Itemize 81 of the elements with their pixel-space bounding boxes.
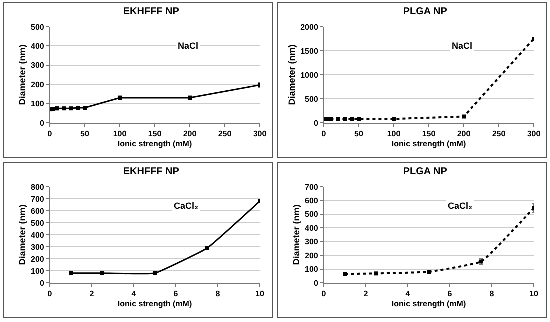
y-tick-label: 100 xyxy=(31,100,45,109)
chart-title: PLGA NP xyxy=(403,6,448,18)
x-tick-label: 250 xyxy=(492,130,506,139)
x-tick-label: 10 xyxy=(256,290,265,299)
x-axis-title: Ionic strength (mM) xyxy=(118,300,192,309)
y-tick-label: 400 xyxy=(31,230,45,240)
x-tick-label: 4 xyxy=(406,290,411,299)
y-tick-label: 500 xyxy=(305,94,319,104)
point xyxy=(343,117,347,122)
y-axis-title: Diameter (nm) xyxy=(17,44,28,106)
point xyxy=(206,246,210,250)
x-tick-label: 0 xyxy=(322,290,327,299)
y-tick-label: 300 xyxy=(31,61,45,70)
annotation: CaCl₂ xyxy=(174,201,199,211)
y-tick-label: 800 xyxy=(31,182,45,192)
point xyxy=(69,271,73,276)
y-tick-label: 300 xyxy=(305,238,319,247)
y-tick-label: 2000 xyxy=(300,22,319,32)
x-axis-title: Ionic strength (mM) xyxy=(118,140,192,149)
point xyxy=(392,117,396,122)
y-axis-title: Diameter (nm) xyxy=(17,204,28,266)
y-tick-label: 1000 xyxy=(300,70,319,80)
y-tick-label: 600 xyxy=(31,206,45,216)
x-tick-label: 0 xyxy=(48,130,53,139)
y-tick-label: 500 xyxy=(305,210,319,220)
y-tick-label: 400 xyxy=(31,42,45,51)
point xyxy=(329,117,333,122)
y-tick-label: 100 xyxy=(305,265,319,274)
y-tick-label: 200 xyxy=(305,251,319,260)
y-tick-label: 0 xyxy=(40,118,45,128)
x-tick-label: 2 xyxy=(90,290,95,299)
annotation: CaCl₂ xyxy=(448,201,473,211)
point xyxy=(153,271,157,276)
y-axis-title: Diameter (nm) xyxy=(291,204,302,266)
x-axis-title: Ionic strength (mM) xyxy=(392,140,466,149)
x-tick-label: 0 xyxy=(322,130,327,139)
x-tick-label: 8 xyxy=(490,290,495,299)
x-tick-label: 150 xyxy=(148,130,162,139)
x-tick-label: 4 xyxy=(132,290,137,299)
y-tick-label: 0 xyxy=(314,118,319,128)
x-tick-label: 300 xyxy=(253,130,268,139)
y-tick-label: 500 xyxy=(31,22,45,32)
x-tick-label: 2 xyxy=(364,290,369,299)
y-tick-label: 600 xyxy=(305,196,319,206)
point xyxy=(462,114,466,119)
y-tick-label: 1500 xyxy=(300,46,319,56)
y-tick-label: 0 xyxy=(40,278,45,288)
x-tick-label: 300 xyxy=(527,130,542,139)
x-tick-label: 250 xyxy=(218,130,232,139)
point xyxy=(100,271,104,276)
x-tick-label: 8 xyxy=(216,290,221,299)
y-tick-label: 700 xyxy=(31,194,45,204)
chart-title: EKHFFF NP xyxy=(123,6,180,18)
annotation: NaCl xyxy=(452,41,473,51)
x-tick-label: 0 xyxy=(48,290,53,299)
x-tick-label: 100 xyxy=(387,130,402,139)
chart-title: EKHFFF NP xyxy=(123,166,180,178)
x-tick-label: 100 xyxy=(113,130,128,139)
y-tick-label: 100 xyxy=(31,266,45,276)
x-tick-label: 50 xyxy=(354,130,364,139)
x-tick-label: 200 xyxy=(457,130,472,139)
x-tick-label: 10 xyxy=(530,290,539,299)
y-tick-label: 500 xyxy=(31,218,45,228)
annotation: NaCl xyxy=(178,41,199,51)
y-tick-label: 200 xyxy=(31,254,45,264)
point xyxy=(357,117,361,122)
x-axis-title: Ionic strength (mM) xyxy=(392,300,466,309)
y-tick-label: 300 xyxy=(31,242,45,252)
x-tick-label: 6 xyxy=(174,290,179,299)
point xyxy=(336,117,340,122)
chart-title: PLGA NP xyxy=(403,166,448,178)
y-tick-label: 200 xyxy=(31,80,45,90)
y-tick-label: 0 xyxy=(314,278,319,288)
x-tick-label: 6 xyxy=(448,290,453,299)
y-tick-label: 400 xyxy=(305,224,319,233)
point xyxy=(350,117,354,122)
x-tick-label: 200 xyxy=(183,130,198,139)
x-tick-label: 150 xyxy=(422,130,436,139)
y-axis-title: Diameter (nm) xyxy=(286,44,297,106)
x-tick-label: 50 xyxy=(80,130,90,139)
y-tick-label: 700 xyxy=(305,182,319,192)
